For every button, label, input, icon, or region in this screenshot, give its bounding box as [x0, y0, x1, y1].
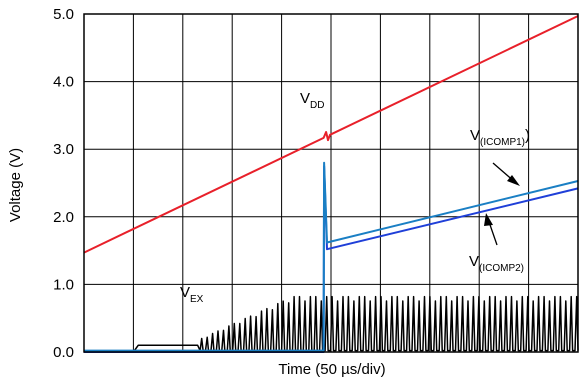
axis-layer: 0.0 1.0 2.0 3.0 4.0 5.0 — [53, 6, 579, 361]
vicomp1-arrow — [492, 162, 520, 186]
vdd-label: VDD — [300, 90, 324, 111]
y-tick-label: 3.0 — [53, 141, 74, 158]
vicomp2-label: V(ICOMP2) — [469, 253, 524, 274]
y-tick-label: 2.0 — [53, 209, 74, 226]
series-layer — [83, 15, 579, 353]
x-axis-title: Time (50 µs/div) — [278, 361, 385, 378]
vdd-series — [83, 15, 579, 254]
plot-frame — [83, 13, 579, 353]
vex-series — [84, 295, 579, 353]
y-tick-label: 4.0 — [53, 74, 74, 91]
y-tick-label: 0.0 — [53, 344, 74, 361]
vicomp1-label: V(ICOMP1)) — [470, 127, 530, 148]
y-tick-label: 5.0 — [53, 6, 74, 23]
vicomp2-arrow — [484, 213, 498, 246]
y-tick-label: 1.0 — [53, 276, 74, 293]
vicomp1-series — [84, 161, 579, 352]
vex-label: VEX — [180, 284, 204, 305]
grid-layer — [84, 14, 578, 352]
y-axis-title: Voltage (V) — [7, 148, 24, 222]
